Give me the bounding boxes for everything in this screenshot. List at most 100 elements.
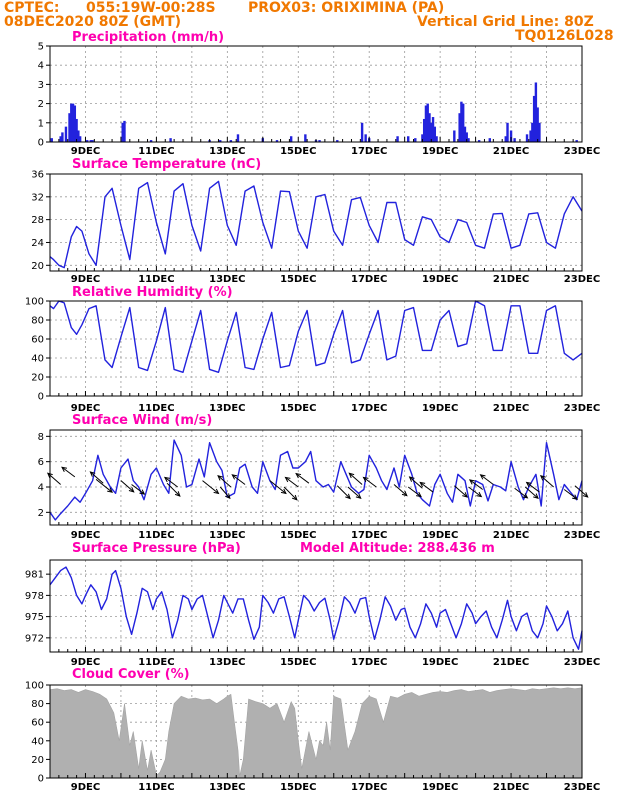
x-tick-label: 17DEC xyxy=(351,530,387,541)
wind-vector-head xyxy=(479,474,486,480)
precip-bar xyxy=(431,117,435,142)
panel-title: Precipitation (mm/h) xyxy=(72,30,224,45)
wind-vector xyxy=(283,486,298,501)
wind-vector-head xyxy=(476,491,483,498)
x-tick-label: 11DEC xyxy=(138,146,174,157)
wind-vector xyxy=(95,479,113,493)
wind-vector xyxy=(480,474,494,485)
precip-bar xyxy=(506,122,509,142)
wind-vector-head xyxy=(295,472,302,479)
x-tick-label: 23DEC xyxy=(564,782,600,793)
x-tick-label: 11DEC xyxy=(138,403,174,414)
y-tick-label: 40 xyxy=(31,354,44,365)
header-grid-line: Vertical Grid Line: 80Z xyxy=(417,14,594,30)
wind-vector xyxy=(131,484,145,495)
x-tick-label: 13DEC xyxy=(209,274,245,285)
wind-vector-head xyxy=(355,493,362,499)
x-tick-label: 15DEC xyxy=(280,657,316,668)
precip-bar xyxy=(414,138,417,142)
wind-vector-head xyxy=(522,493,529,499)
x-tick-label: 23DEC xyxy=(564,274,600,285)
x-tick-label: 19DEC xyxy=(422,274,458,285)
y-tick-label: 60 xyxy=(31,718,44,729)
precip-bar xyxy=(538,122,541,142)
y-tick-label: 2 xyxy=(38,508,44,519)
x-tick-label: 19DEC xyxy=(422,530,458,541)
y-tick-label: 20 xyxy=(31,373,44,384)
x-tick-label: 15DEC xyxy=(280,146,316,157)
header-model-code: TQ0126L028 xyxy=(515,28,614,44)
chart-header: CPTEC: 055:19W-00:28S PROX03: ORIXIMINA … xyxy=(0,0,618,44)
y-tick-label: 36 xyxy=(31,170,44,181)
x-tick-label: 21DEC xyxy=(493,657,529,668)
wind-vector-head xyxy=(533,493,539,499)
wind-vector xyxy=(348,472,363,485)
series-line-temp xyxy=(49,180,583,269)
precip-bar xyxy=(396,136,399,142)
wind-vector xyxy=(202,480,219,494)
wind-vector xyxy=(563,489,578,500)
y-tick-label: 80 xyxy=(31,699,44,710)
x-tick-label: 9DEC xyxy=(71,274,100,285)
x-tick-label: 23DEC xyxy=(564,403,600,414)
panel-title: Relative Humidity (%) xyxy=(72,285,233,300)
wind-vector xyxy=(166,482,181,497)
precip-bar xyxy=(304,134,307,142)
wind-vector xyxy=(514,487,528,499)
wind-vector-head xyxy=(61,466,68,472)
precip-bar xyxy=(460,101,463,142)
x-tick-label: 23DEC xyxy=(564,657,600,668)
y-tick-label: 972 xyxy=(25,633,44,644)
precip-bar xyxy=(513,138,516,142)
panel-title: Surface Wind (m/s) xyxy=(72,413,212,428)
y-tick-label: 0 xyxy=(38,138,44,149)
x-tick-label: 11DEC xyxy=(138,274,174,285)
precip-bar xyxy=(121,122,124,142)
x-tick-label: 9DEC xyxy=(71,782,100,793)
wind-vector xyxy=(285,476,299,488)
y-tick-label: 981 xyxy=(25,570,44,581)
x-tick-label: 15DEC xyxy=(280,403,316,414)
y-tick-label: 5 xyxy=(38,42,44,53)
wind-vector xyxy=(219,486,231,499)
precip-bar xyxy=(169,138,172,142)
y-tick-label: 4 xyxy=(38,61,44,72)
wind-vector xyxy=(336,485,351,499)
y-tick-label: 975 xyxy=(25,612,44,623)
precip-bar xyxy=(453,130,456,142)
precip-bar xyxy=(50,138,53,142)
wind-vector-head xyxy=(419,481,426,488)
precip-bar xyxy=(70,103,73,142)
wind-vector-head xyxy=(280,488,287,495)
precip-bar xyxy=(421,134,424,142)
x-tick-label: 13DEC xyxy=(209,782,245,793)
wind-vector-head xyxy=(416,491,422,498)
precip-bar xyxy=(236,134,240,142)
precip-bar xyxy=(525,134,529,142)
precip-bar xyxy=(463,126,467,142)
y-tick-label: 20 xyxy=(31,261,44,272)
wind-vector-head xyxy=(128,487,135,493)
precip-bar xyxy=(318,140,321,142)
y-tick-label: 32 xyxy=(31,192,44,203)
x-tick-label: 11DEC xyxy=(138,657,174,668)
precip-bar xyxy=(461,103,465,142)
precip-bar xyxy=(123,120,126,142)
wind-vector-head xyxy=(213,488,220,495)
header-station: PROX03: ORIXIMINA (PA) xyxy=(248,0,445,16)
header-source: CPTEC: xyxy=(4,0,60,16)
series-line-wind xyxy=(49,439,583,521)
x-tick-label: 13DEC xyxy=(209,403,245,414)
precip-bar xyxy=(433,126,437,142)
x-tick-label: 21DEC xyxy=(493,403,529,414)
x-tick-label: 9DEC xyxy=(71,657,100,668)
y-tick-label: 3 xyxy=(38,80,44,91)
y-tick-label: 100 xyxy=(25,681,44,692)
precip-bar xyxy=(289,136,293,142)
x-tick-label: 17DEC xyxy=(351,403,387,414)
precip-bar xyxy=(360,122,364,142)
precip-bar xyxy=(424,105,428,142)
wind-vector-head xyxy=(231,474,238,480)
x-tick-label: 17DEC xyxy=(351,657,387,668)
x-tick-label: 11DEC xyxy=(138,782,174,793)
